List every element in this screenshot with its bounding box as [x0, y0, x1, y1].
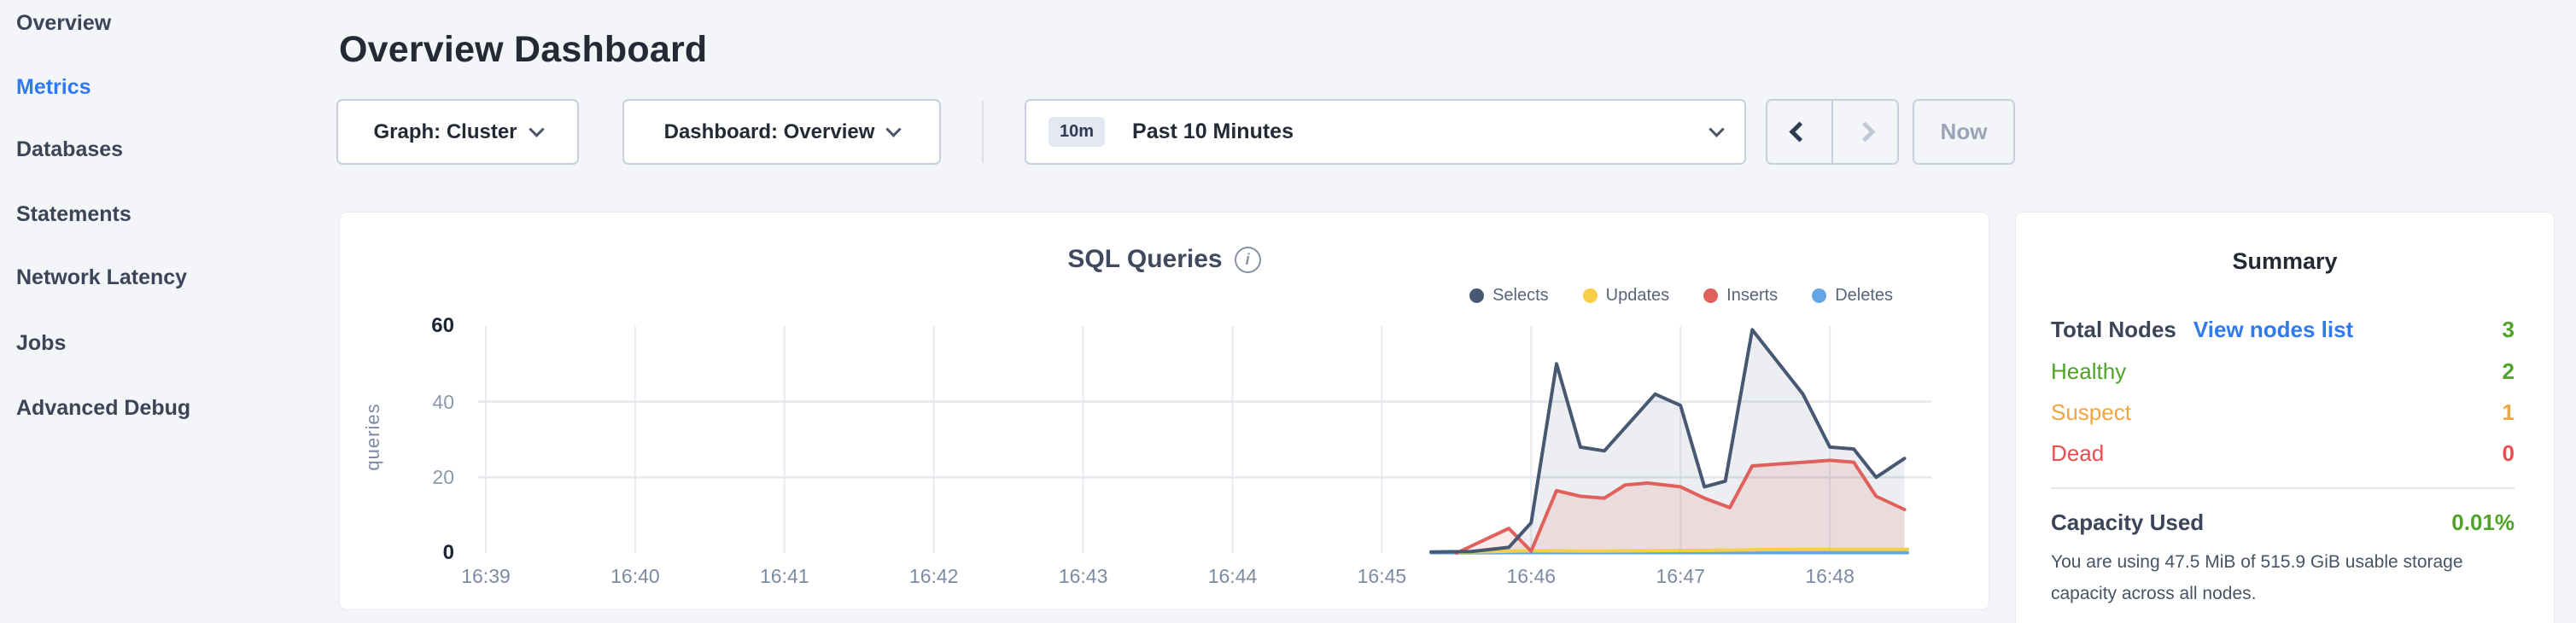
- suspect-nodes-row: Suspect 1: [2051, 398, 2515, 427]
- selects-series-dot: [1469, 288, 1485, 303]
- sidebar-item-jobs[interactable]: Jobs: [16, 331, 67, 355]
- time-step-back-button[interactable]: [1767, 101, 1831, 163]
- capacity-caption: You are using 47.5 MiB of 515.9 GiB usab…: [2051, 552, 2463, 603]
- toolbar-divider: [982, 101, 984, 163]
- page-title: Overview Dashboard: [339, 29, 708, 70]
- sidebar-item-metrics[interactable]: Metrics: [16, 75, 91, 99]
- deletes-series-dot: [1812, 288, 1827, 303]
- time-range-selector[interactable]: 10m Past 10 Minutes: [1025, 99, 1746, 165]
- updates-series-dot: [1582, 288, 1598, 303]
- x-tick-label: 16:40: [610, 565, 660, 587]
- x-tick-label: 16:46: [1506, 565, 1557, 587]
- chevron-right-icon: [1855, 121, 1876, 143]
- healthy-value: 2: [2502, 358, 2515, 384]
- legend-label: Deletes: [1835, 286, 1893, 305]
- total-nodes-row: Total Nodes View nodes list 3: [2051, 315, 2515, 344]
- chevron-down-icon: [528, 121, 545, 137]
- graph-scope-dropdown[interactable]: Graph: Cluster: [336, 99, 579, 165]
- x-tick-label: 16:45: [1357, 565, 1407, 587]
- time-step-forward-button[interactable]: [1831, 101, 1897, 163]
- legend-item-deletes[interactable]: Deletes: [1812, 286, 1893, 306]
- dashboard-dropdown-label: Dashboard: Overview: [663, 119, 875, 143]
- dead-nodes-row: Dead 0: [2051, 439, 2515, 468]
- capacity-used-value: 0.01%: [2451, 509, 2515, 535]
- x-tick-label: 16:44: [1207, 565, 1258, 587]
- graph-scope-dropdown-label: Graph: Cluster: [373, 119, 517, 143]
- y-tick-label: 0: [442, 541, 454, 564]
- y-tick-label: 40: [432, 390, 454, 413]
- dead-label: Dead: [2051, 440, 2105, 466]
- x-tick-label: 16:39: [461, 565, 511, 587]
- time-range-label: Past 10 Minutes: [1132, 119, 1294, 143]
- sidebar: Overview Metrics Databases Statements Ne…: [0, 0, 333, 623]
- sql-queries-chart-panel: SQL Queries i Selects Updates Inserts De…: [339, 212, 1989, 610]
- y-tick-label: 60: [431, 314, 454, 337]
- sql-queries-chart[interactable]: [478, 319, 1931, 555]
- now-button[interactable]: Now: [1913, 99, 2015, 165]
- legend-item-selects[interactable]: Selects: [1469, 286, 1549, 306]
- capacity-used-row: Capacity Used 0.01%: [2051, 508, 2515, 537]
- chart-legend: Selects Updates Inserts Deletes: [1469, 286, 1893, 306]
- legend-label: Inserts: [1726, 286, 1779, 305]
- legend-label: Selects: [1492, 286, 1549, 305]
- info-icon[interactable]: i: [1234, 246, 1261, 273]
- dashboard-dropdown[interactable]: Dashboard: Overview: [622, 99, 941, 165]
- x-tick-label: 16:43: [1058, 565, 1108, 587]
- x-tick-label: 16:47: [1656, 565, 1705, 587]
- y-tick-label: 20: [432, 466, 454, 489]
- legend-item-inserts[interactable]: Inserts: [1703, 286, 1778, 306]
- dead-value: 0: [2502, 440, 2515, 466]
- suspect-value: 1: [2502, 399, 2515, 425]
- summary-panel: Summary Total Nodes View nodes list 3 He…: [2015, 212, 2555, 623]
- healthy-label: Healthy: [2051, 358, 2127, 384]
- x-tick-label: 16:48: [1805, 565, 1855, 587]
- inserts-series-dot: [1703, 288, 1719, 303]
- total-nodes-value: 3: [2502, 316, 2515, 342]
- sidebar-item-databases[interactable]: Databases: [16, 137, 124, 161]
- chevron-left-icon: [1789, 121, 1810, 143]
- capacity-used-label: Capacity Used: [2051, 509, 2205, 535]
- sidebar-item-overview[interactable]: Overview: [16, 11, 112, 35]
- sidebar-item-statements[interactable]: Statements: [16, 202, 131, 226]
- legend-item-updates[interactable]: Updates: [1582, 286, 1670, 306]
- view-nodes-list-link[interactable]: View nodes list: [2193, 316, 2354, 342]
- time-step-buttons: [1766, 99, 1899, 165]
- summary-heading: Summary: [2232, 248, 2338, 274]
- x-tick-label: 16:42: [908, 565, 959, 587]
- chart-title: SQL Queries: [1067, 245, 1223, 273]
- time-range-badge: 10m: [1049, 117, 1106, 147]
- sidebar-item-advanced-debug[interactable]: Advanced Debug: [16, 396, 191, 420]
- legend-label: Updates: [1605, 286, 1670, 305]
- suspect-label: Suspect: [2051, 399, 2131, 425]
- total-nodes-label: Total Nodes: [2051, 316, 2176, 342]
- x-tick-label: 16:41: [760, 565, 809, 587]
- sidebar-item-network-latency[interactable]: Network Latency: [16, 265, 188, 289]
- healthy-nodes-row: Healthy 2: [2051, 357, 2515, 386]
- chevron-down-icon: [1709, 121, 1725, 137]
- chevron-down-icon: [885, 121, 902, 137]
- summary-divider: [2051, 487, 2515, 489]
